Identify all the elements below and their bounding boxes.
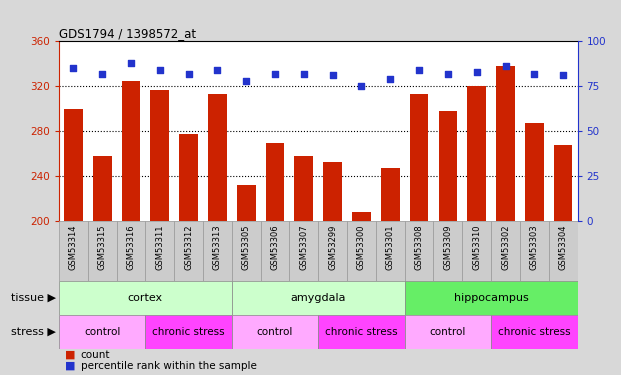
Point: [501, 63, 510, 69]
Text: GSM53306: GSM53306: [271, 224, 279, 270]
Bar: [179, 134, 198, 221]
Text: chronic stress: chronic stress: [152, 327, 225, 337]
Text: GSM53311: GSM53311: [155, 224, 165, 270]
Bar: [59, 315, 145, 349]
Text: GSM53308: GSM53308: [415, 224, 424, 270]
Text: ■: ■: [65, 361, 76, 370]
Bar: [376, 221, 405, 281]
Text: control: control: [84, 327, 120, 337]
Bar: [491, 221, 520, 281]
Bar: [145, 221, 175, 281]
Point: [328, 72, 338, 78]
Point: [443, 70, 453, 76]
Bar: [324, 162, 342, 221]
Bar: [145, 315, 232, 349]
Bar: [318, 315, 405, 349]
Bar: [289, 221, 318, 281]
Point: [529, 70, 539, 76]
Bar: [88, 221, 117, 281]
Bar: [261, 221, 289, 281]
Bar: [318, 221, 347, 281]
Text: GSM53310: GSM53310: [472, 224, 481, 270]
Text: chronic stress: chronic stress: [498, 327, 571, 337]
Text: chronic stress: chronic stress: [325, 327, 398, 337]
Point: [242, 78, 252, 84]
Text: control: control: [430, 327, 466, 337]
Point: [414, 67, 424, 73]
Point: [270, 70, 280, 76]
Text: GDS1794 / 1398572_at: GDS1794 / 1398572_at: [59, 27, 196, 40]
Bar: [150, 90, 169, 221]
Text: hippocampus: hippocampus: [454, 293, 528, 303]
Text: GSM53315: GSM53315: [97, 224, 107, 270]
Point: [356, 83, 366, 89]
Bar: [347, 221, 376, 281]
Bar: [462, 221, 491, 281]
Bar: [496, 66, 515, 221]
Point: [212, 67, 222, 73]
Bar: [468, 86, 486, 221]
Point: [184, 70, 194, 76]
Bar: [93, 156, 112, 221]
Bar: [117, 221, 145, 281]
Bar: [237, 185, 256, 221]
Bar: [438, 111, 457, 221]
Text: GSM53302: GSM53302: [501, 224, 510, 270]
Point: [155, 67, 165, 73]
Bar: [549, 221, 578, 281]
Point: [68, 65, 78, 71]
Text: GSM53300: GSM53300: [357, 224, 366, 270]
Text: GSM53307: GSM53307: [299, 224, 309, 270]
Bar: [203, 221, 232, 281]
Text: cortex: cortex: [128, 293, 163, 303]
Bar: [491, 315, 578, 349]
Text: GSM53316: GSM53316: [127, 224, 135, 270]
Bar: [405, 281, 578, 315]
Bar: [554, 145, 573, 221]
Text: GSM53314: GSM53314: [69, 224, 78, 270]
Bar: [433, 221, 462, 281]
Bar: [294, 156, 313, 221]
Bar: [232, 221, 261, 281]
Point: [558, 72, 568, 78]
Text: tissue ▶: tissue ▶: [11, 293, 56, 303]
Text: stress ▶: stress ▶: [11, 327, 56, 337]
Text: GSM53305: GSM53305: [242, 224, 251, 270]
Text: amygdala: amygdala: [291, 293, 346, 303]
Bar: [232, 315, 318, 349]
Bar: [405, 315, 491, 349]
Text: GSM53313: GSM53313: [213, 224, 222, 270]
Bar: [59, 281, 232, 315]
Point: [472, 69, 482, 75]
Point: [385, 76, 395, 82]
Text: GSM53304: GSM53304: [559, 224, 568, 270]
Text: GSM53299: GSM53299: [328, 224, 337, 270]
Text: control: control: [257, 327, 293, 337]
Bar: [208, 94, 227, 221]
Bar: [122, 81, 140, 221]
Bar: [64, 109, 83, 221]
Bar: [232, 281, 405, 315]
Bar: [175, 221, 203, 281]
Bar: [520, 221, 549, 281]
Bar: [59, 221, 88, 281]
Text: GSM53301: GSM53301: [386, 224, 395, 270]
Bar: [381, 168, 400, 221]
Text: percentile rank within the sample: percentile rank within the sample: [81, 361, 256, 370]
Point: [299, 70, 309, 76]
Point: [97, 70, 107, 76]
Text: GSM53312: GSM53312: [184, 224, 193, 270]
Text: count: count: [81, 350, 111, 360]
Text: GSM53309: GSM53309: [443, 224, 452, 270]
Bar: [525, 123, 543, 221]
Bar: [405, 221, 433, 281]
Text: ■: ■: [65, 350, 76, 360]
Bar: [410, 94, 428, 221]
Bar: [266, 142, 284, 221]
Text: GSM53303: GSM53303: [530, 224, 539, 270]
Bar: [352, 212, 371, 221]
Point: [126, 60, 136, 66]
